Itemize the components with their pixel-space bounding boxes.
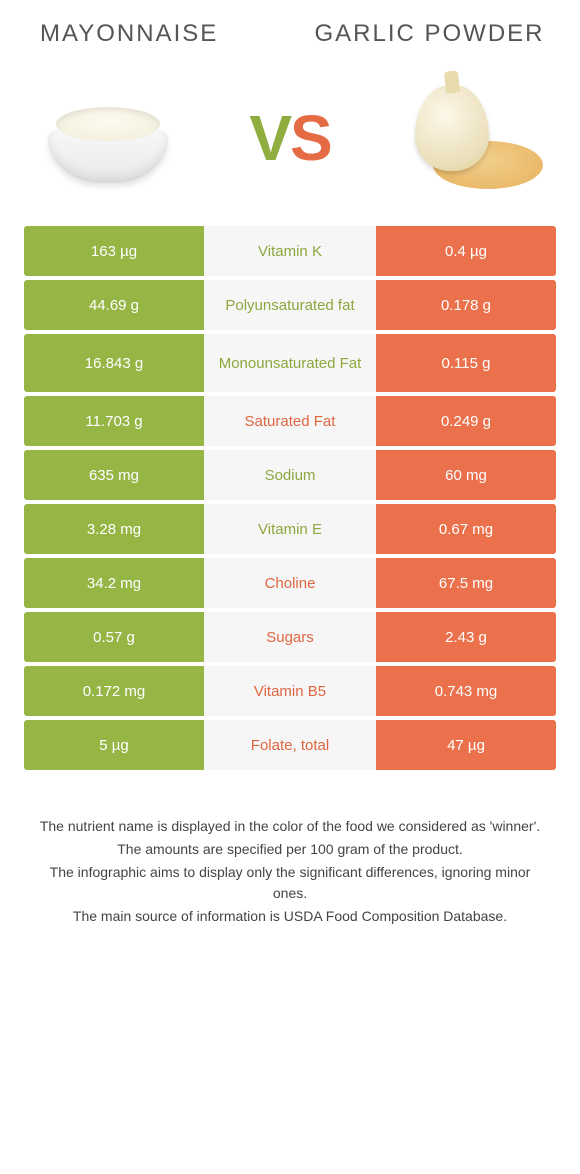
vs-s: S (290, 102, 331, 174)
table-row: 635 mgSodium60 mg (24, 450, 556, 500)
table-row: 44.69 gPolyunsaturated fat0.178 g (24, 280, 556, 330)
mayo-icon (38, 93, 178, 183)
vs-v: V (249, 102, 290, 174)
table-row: 0.172 mgVitamin B50.743 mg (24, 666, 556, 716)
nutrient-name: Vitamin B5 (204, 666, 376, 716)
value-left: 5 µg (24, 720, 204, 770)
comparison-table: 163 µgVitamin K0.4 µg44.69 gPolyunsatura… (24, 226, 556, 770)
value-right: 60 mg (376, 450, 556, 500)
footnote-line: The main source of information is USDA F… (34, 906, 546, 927)
nutrient-name: Folate, total (204, 720, 376, 770)
table-row: 3.28 mgVitamin E0.67 mg (24, 504, 556, 554)
value-right: 0.743 mg (376, 666, 556, 716)
value-left: 34.2 mg (24, 558, 204, 608)
value-left: 44.69 g (24, 280, 204, 330)
value-right: 0.178 g (376, 280, 556, 330)
nutrient-name: Vitamin E (204, 504, 376, 554)
nutrient-name: Saturated Fat (204, 396, 376, 446)
garlic-icon (397, 83, 547, 193)
value-left: 0.57 g (24, 612, 204, 662)
nutrient-name: Vitamin K (204, 226, 376, 276)
value-right: 0.115 g (376, 334, 556, 392)
food-image-left (28, 78, 188, 198)
table-row: 16.843 gMonounsaturated Fat0.115 g (24, 334, 556, 392)
food-title-right: GARLIC POWDER (313, 20, 546, 48)
value-right: 67.5 mg (376, 558, 556, 608)
nutrient-name: Sodium (204, 450, 376, 500)
vs-label: VS (249, 101, 330, 175)
food-image-right (392, 78, 552, 198)
nutrient-name: Sugars (204, 612, 376, 662)
nutrient-name: Polyunsaturated fat (204, 280, 376, 330)
value-left: 16.843 g (24, 334, 204, 392)
value-left: 3.28 mg (24, 504, 204, 554)
value-right: 47 µg (376, 720, 556, 770)
value-right: 0.67 mg (376, 504, 556, 554)
value-left: 11.703 g (24, 396, 204, 446)
table-row: 11.703 gSaturated Fat0.249 g (24, 396, 556, 446)
table-row: 34.2 mgCholine67.5 mg (24, 558, 556, 608)
value-right: 0.4 µg (376, 226, 556, 276)
table-row: 5 µgFolate, total47 µg (24, 720, 556, 770)
value-left: 635 mg (24, 450, 204, 500)
food-title-left: MAYONNAISE (34, 20, 273, 48)
footnote-line: The nutrient name is displayed in the co… (34, 816, 546, 837)
value-right: 0.249 g (376, 396, 556, 446)
value-right: 2.43 g (376, 612, 556, 662)
footnotes: The nutrient name is displayed in the co… (24, 816, 556, 927)
nutrient-name: Choline (204, 558, 376, 608)
nutrient-name: Monounsaturated Fat (204, 334, 376, 392)
footnote-line: The infographic aims to display only the… (34, 862, 546, 904)
value-left: 0.172 mg (24, 666, 204, 716)
table-row: 0.57 gSugars2.43 g (24, 612, 556, 662)
table-row: 163 µgVitamin K0.4 µg (24, 226, 556, 276)
images-row: VS (24, 78, 556, 198)
footnote-line: The amounts are specified per 100 gram o… (34, 839, 546, 860)
value-left: 163 µg (24, 226, 204, 276)
header-row: MAYONNAISE GARLIC POWDER (24, 20, 556, 48)
